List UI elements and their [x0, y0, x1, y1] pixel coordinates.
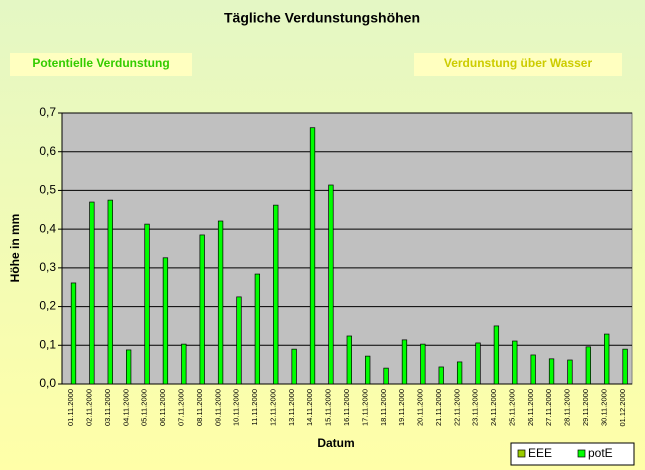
x-tick-label: 01.11.2000 — [66, 389, 75, 426]
x-tick-label: 30.11.2000 — [599, 389, 608, 426]
bar — [162, 257, 169, 385]
x-tick-label: 03.11.2000 — [103, 389, 112, 426]
bar — [199, 234, 205, 385]
legend-swatch — [577, 449, 586, 458]
chart-title: Tägliche Verdunstungshöhen — [224, 10, 420, 26]
bar — [254, 273, 261, 385]
box-label: Verdunstung über Wasser — [444, 56, 593, 70]
x-tick-label: 06.11.2000 — [158, 389, 167, 426]
bar — [530, 354, 536, 385]
bar — [236, 296, 242, 385]
bar — [475, 342, 481, 385]
x-tick-label: 28.11.2000 — [563, 389, 572, 426]
bar — [107, 199, 113, 385]
bar — [126, 349, 132, 385]
bar — [622, 348, 628, 385]
x-tick-label: 18.11.2000 — [379, 389, 388, 426]
x-tick-label: 22.11.2000 — [452, 389, 461, 426]
bar — [217, 220, 224, 385]
y-tick-label: 0,1 — [39, 337, 56, 351]
y-tick-label: 0,3 — [39, 260, 56, 274]
y-tick-label: 0,4 — [39, 221, 56, 235]
legend-label: EEE — [528, 446, 552, 460]
x-tick-label: 25.11.2000 — [507, 389, 516, 426]
y-tick-label: 0,2 — [39, 299, 56, 313]
y-tick-label: 0,6 — [39, 144, 56, 158]
y-tick-label: 0,5 — [39, 183, 56, 197]
x-tick-label: 12.11.2000 — [268, 389, 277, 426]
x-tick-label: 19.11.2000 — [397, 389, 406, 426]
bar — [365, 355, 371, 385]
bar — [401, 339, 408, 385]
x-tick-label: 16.11.2000 — [342, 389, 351, 426]
x-tick-label: 27.11.2000 — [544, 389, 553, 426]
x-tick-label: 15.11.2000 — [324, 389, 333, 426]
x-tick-label: 13.11.2000 — [287, 389, 296, 426]
x-tick-label: 29.11.2000 — [581, 389, 590, 426]
x-tick-label: 24.11.2000 — [489, 389, 498, 426]
box — [10, 53, 192, 76]
x-tick-label: 09.11.2000 — [213, 389, 222, 426]
box-label: Potentielle Verdunstung — [32, 56, 169, 70]
bar — [493, 325, 500, 385]
bar — [585, 346, 591, 385]
bar — [548, 358, 555, 385]
x-tick-label: 20.11.2000 — [416, 389, 425, 426]
x-tick-label: 07.11.2000 — [177, 389, 186, 426]
x-tick-label: 08.11.2000 — [195, 389, 204, 426]
x-tick-label: 01.12.2000 — [618, 389, 627, 427]
x-tick-label: 10.11.2000 — [232, 389, 241, 426]
x-tick-label: 26.11.2000 — [526, 389, 535, 426]
bar — [328, 184, 334, 385]
bar — [512, 340, 518, 385]
legend — [510, 442, 635, 466]
y-axis-title: Höhe in mm — [8, 214, 22, 283]
bar — [70, 282, 77, 385]
bar — [567, 359, 573, 385]
bar — [291, 348, 297, 385]
bar — [181, 343, 187, 385]
x-axis-title: Datum — [317, 436, 354, 450]
x-tick-label: 05.11.2000 — [140, 389, 149, 426]
bar — [309, 127, 316, 385]
bar — [346, 335, 352, 385]
legend-label: potE — [588, 446, 613, 460]
x-tick-label: 02.11.2000 — [85, 389, 94, 426]
x-tick-label: 04.11.2000 — [121, 389, 130, 426]
y-tick-label: 0,0 — [39, 376, 56, 390]
x-tick-label: 17.11.2000 — [360, 389, 369, 426]
bar — [456, 361, 463, 385]
bar — [383, 367, 389, 385]
box — [414, 53, 622, 76]
bar — [604, 333, 610, 385]
bar — [144, 223, 150, 385]
y-tick-label: 0,7 — [39, 105, 56, 119]
x-tick-label: 11.11.2000 — [250, 389, 259, 425]
x-tick-label: 14.11.2000 — [305, 389, 314, 426]
bar — [89, 201, 95, 385]
x-tick-label: 23.11.2000 — [471, 389, 480, 426]
bar — [420, 343, 426, 385]
bar — [273, 204, 279, 385]
bar — [438, 366, 444, 385]
x-tick-label: 21.11.2000 — [434, 389, 443, 426]
legend-swatch — [517, 449, 526, 458]
